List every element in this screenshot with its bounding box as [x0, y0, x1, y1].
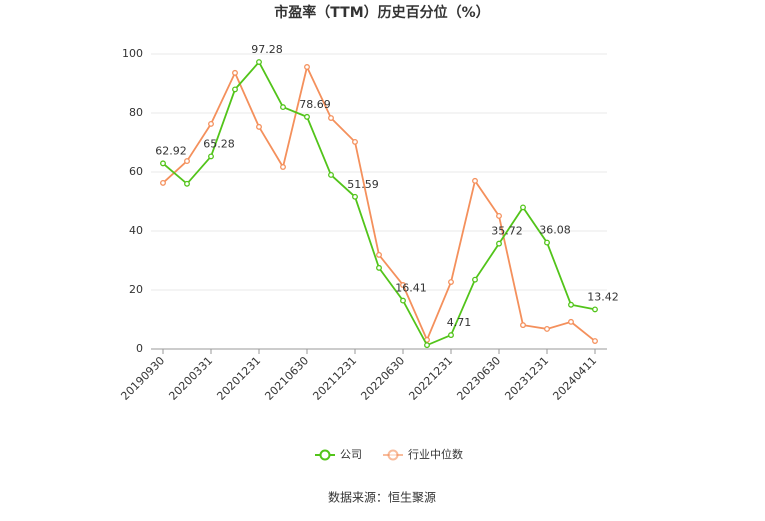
x-tick-label: 20220630	[358, 354, 407, 403]
y-tick-label: 40	[129, 224, 143, 237]
point	[376, 251, 382, 258]
legend-label: 行业中位数	[408, 447, 463, 461]
y-tick-label: 100	[122, 47, 143, 60]
value-label: 65.28	[203, 137, 235, 150]
point	[448, 279, 454, 285]
legend-marker	[387, 449, 399, 461]
y-tick-label: 0	[136, 342, 143, 355]
point	[448, 332, 454, 339]
value-label: 13.42	[587, 290, 619, 303]
y-tick-label: 80	[129, 106, 143, 119]
point	[592, 338, 598, 344]
value-label: 51.59	[347, 178, 379, 191]
point	[520, 204, 526, 211]
point	[544, 239, 550, 246]
x-tick-label: 20210630	[262, 354, 311, 403]
x-tick-label: 20221231	[406, 354, 455, 403]
point	[304, 64, 310, 70]
value-label: 35.72	[491, 225, 523, 238]
series-line	[162, 60, 596, 347]
point	[256, 59, 262, 65]
point	[232, 69, 238, 76]
value-label: 16.41	[395, 282, 427, 295]
point	[400, 297, 406, 304]
point	[280, 164, 286, 170]
value-label: 36.08	[539, 224, 571, 237]
x-tick-label: 20230630	[454, 354, 503, 403]
point	[208, 153, 214, 160]
point	[544, 325, 550, 332]
point	[568, 301, 574, 308]
point	[520, 322, 526, 329]
point	[232, 86, 238, 93]
point	[256, 123, 262, 130]
point	[568, 318, 574, 325]
point	[352, 193, 358, 200]
point	[160, 160, 166, 167]
point	[592, 306, 598, 313]
point	[160, 179, 166, 186]
point	[280, 104, 286, 111]
x-tick-label: 20200331	[166, 354, 215, 403]
point	[208, 120, 214, 127]
y-tick-label: 20	[129, 283, 143, 296]
value-label: 62.92	[155, 144, 187, 157]
source: 数据来源：恒生聚源	[328, 490, 436, 505]
point	[472, 177, 478, 184]
point	[424, 342, 430, 349]
x-tick-label: 20231231	[502, 354, 551, 403]
point	[352, 138, 358, 145]
value-label: 78.69	[299, 98, 331, 111]
point	[400, 282, 406, 288]
point	[328, 115, 334, 121]
value-label: 4.71	[447, 316, 472, 329]
chart-title: 市盈率（TTM）历史百分位（%）	[274, 4, 489, 21]
point	[304, 113, 310, 120]
point	[184, 180, 190, 187]
x-tick-label: 20190930	[118, 354, 167, 403]
point	[472, 276, 478, 283]
point	[496, 213, 502, 219]
point	[496, 240, 502, 247]
legend-label: 公司	[340, 448, 362, 461]
x-tick-label: 20201231	[214, 354, 263, 403]
x-tick-label: 20240411	[550, 354, 599, 403]
x-tick-label: 20211231	[310, 354, 359, 403]
legend-marker	[319, 449, 331, 461]
point	[328, 171, 334, 178]
point	[184, 158, 190, 165]
y-tick-label: 60	[129, 165, 143, 178]
value-label: 97.28	[251, 43, 283, 56]
point	[376, 264, 382, 271]
